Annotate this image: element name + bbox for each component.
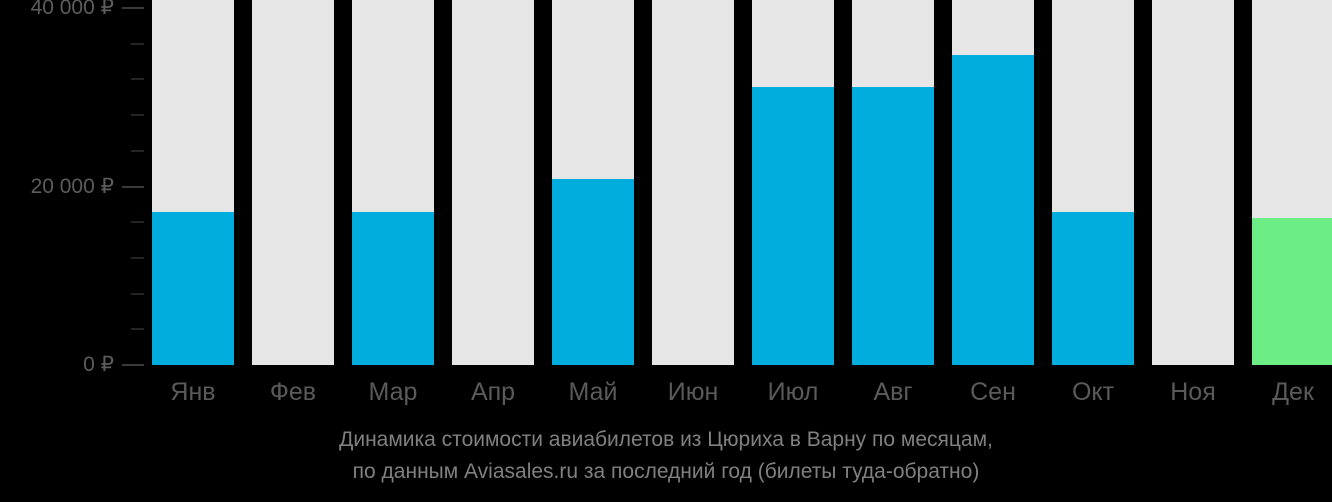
y-tick-minor [131, 78, 144, 81]
y-tick-minor [131, 328, 144, 331]
y-tick-minor [131, 149, 144, 152]
caption-line-2: по данным Aviasales.ru за последний год … [352, 460, 980, 483]
y-tick-major [122, 7, 144, 9]
y-tick-minor [131, 114, 144, 117]
bar-4[interactable] [552, 0, 634, 365]
x-axis-label-7: Авг [873, 378, 913, 406]
x-axis-label-3: Апр [470, 378, 516, 406]
bar-7[interactable] [852, 0, 934, 365]
bar-9[interactable] [1052, 0, 1134, 365]
bar-value-fill [1252, 217, 1332, 365]
chart-caption: Динамика стоимости авиабилетов из Цюриха… [0, 424, 1332, 488]
bar-value-fill [852, 87, 934, 365]
x-axis-label-11: Дек [1272, 378, 1314, 406]
bar-6[interactable] [752, 0, 834, 365]
bar-10[interactable] [1152, 0, 1234, 365]
bar-value-fill [752, 87, 834, 365]
x-axis-label-0: Янв [170, 378, 216, 406]
bar-2[interactable] [352, 0, 434, 365]
bar-background-track [252, 0, 334, 365]
bar-background-track [452, 0, 534, 365]
x-axis-label-5: Июн [667, 378, 719, 406]
y-tick-major [122, 364, 144, 366]
chart-plot-area [152, 0, 1332, 365]
y-tick-minor [131, 256, 144, 259]
bar-value-fill [352, 212, 434, 365]
y-tick-label: 0 ₽ [83, 353, 114, 376]
bar-value-fill [952, 55, 1034, 365]
x-axis-label-9: Окт [1071, 378, 1115, 406]
bar-value-fill [552, 179, 634, 365]
x-axis-labels: Янв Фев Мар Апр Май Июн Июл Авг Сен Окт Ноя Дек [0, 372, 1332, 418]
bar-0[interactable] [152, 0, 234, 365]
y-tick-minor [131, 292, 144, 295]
bar-1[interactable] [252, 0, 334, 365]
y-tick-minor [131, 42, 144, 45]
bar-value-fill [1052, 212, 1134, 365]
bar-11[interactable] [1252, 0, 1332, 365]
y-tick-major [122, 185, 144, 188]
y-axis: 0 ₽ 20 000 ₽ 40 000 ₽ [0, 0, 152, 375]
y-tick-minor [131, 221, 144, 224]
x-axis-label-1: Фев [269, 378, 317, 406]
bar-background-track [1152, 0, 1234, 365]
x-axis-label-8: Сен [970, 378, 1016, 406]
bar-3[interactable] [452, 0, 534, 365]
caption-line-1: Динамика стоимости авиабилетов из Цюриха… [339, 428, 993, 451]
bar-value-fill [152, 212, 234, 365]
bar-8[interactable] [952, 0, 1034, 365]
x-axis-label-2: Мар [368, 378, 418, 406]
y-tick-label: 20 000 ₽ [30, 174, 114, 198]
x-axis-label-4: Май [568, 378, 618, 406]
y-tick-label: 40 000 ₽ [30, 0, 114, 19]
bar-5[interactable] [652, 0, 734, 365]
x-axis-label-10: Ноя [1170, 378, 1216, 406]
bar-background-track [652, 0, 734, 365]
x-axis-label-6: Июл [767, 378, 819, 406]
